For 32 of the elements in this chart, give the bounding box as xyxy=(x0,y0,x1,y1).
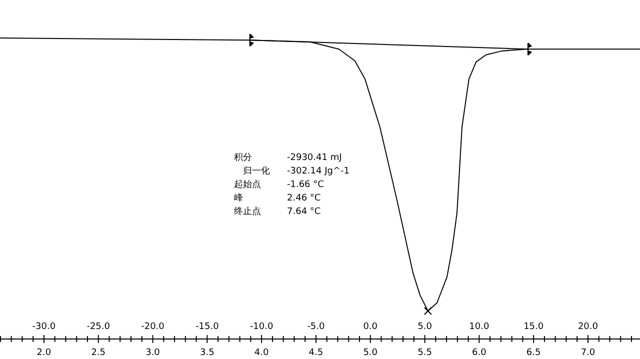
annotation: -302.14 Jg^-1 xyxy=(287,166,350,176)
x2-tick-label: -20.0 xyxy=(141,322,165,332)
annotation: 2.46 °C xyxy=(287,194,321,204)
x-tick-label: 6.5 xyxy=(526,348,541,358)
x2-tick-label: 10.0 xyxy=(469,322,490,332)
annotation: 终止点 xyxy=(234,206,261,217)
annotation: 积分 xyxy=(234,152,252,163)
annotation: 7.64 °C xyxy=(287,207,321,217)
x-tick-label: 5.5 xyxy=(418,348,432,358)
x-tick-label: 7.0 xyxy=(580,348,596,358)
annotation: 峰 xyxy=(234,192,243,204)
x2-tick-label: -25.0 xyxy=(86,322,110,332)
x2-tick-label: 0.0 xyxy=(363,322,378,332)
annotation: 归一化 xyxy=(243,166,270,176)
x-tick-label: 6.0 xyxy=(472,348,487,358)
x-tick-label: 5.0 xyxy=(363,348,378,358)
x2-tick-label: -10.0 xyxy=(250,322,274,332)
x-tick-label: 2.0 xyxy=(36,348,52,358)
annotation: 起始点 xyxy=(234,179,261,190)
annotation: -1.66 °C xyxy=(287,180,324,190)
x-tick-label: 3.0 xyxy=(146,348,160,358)
x-tick-label: 4.5 xyxy=(308,348,324,358)
x2-tick-label: 20.0 xyxy=(578,322,598,332)
x2-tick-label: -5.0 xyxy=(307,322,326,332)
x-tick-label: 4.0 xyxy=(254,348,269,358)
x2-tick-label: -30.0 xyxy=(32,322,56,332)
x-tick-label: 2.5 xyxy=(91,348,106,358)
x-tick-label: 3.5 xyxy=(200,348,214,358)
annotation: -2930.41 mJ xyxy=(287,153,342,163)
x2-tick-label: -15.0 xyxy=(196,322,220,332)
x2-tick-label: 15.0 xyxy=(524,322,544,332)
x2-tick-label: 5.0 xyxy=(418,322,432,332)
